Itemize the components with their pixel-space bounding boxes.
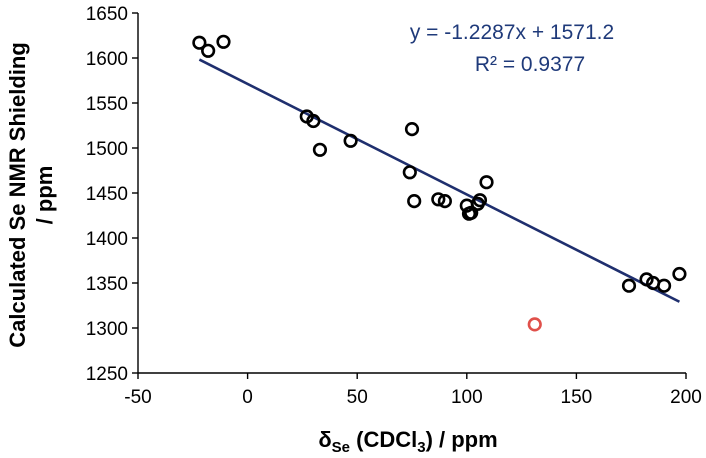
data-point: [479, 175, 494, 190]
y-tick-label: 1400: [86, 229, 128, 250]
x-axis-title: δSe (CDCl3) / ppm: [318, 427, 497, 456]
trendline: [198, 58, 681, 303]
x-axis-title-middle: (CDCl: [350, 427, 417, 452]
x-tick-label: 200: [670, 387, 702, 408]
y-tick-label: 1350: [86, 274, 128, 295]
y-tick-label: 1500: [86, 139, 128, 160]
x-tick-label: 50: [347, 387, 368, 408]
y-tick-label: 1450: [86, 184, 128, 205]
r-squared-label: R² = 0.9377: [475, 53, 585, 76]
x-axis-title-end: ) / ppm: [426, 427, 498, 452]
y-tick-label: 1250: [86, 364, 128, 385]
y-tick-label: 1600: [86, 49, 128, 70]
data-point: [192, 35, 207, 50]
x-tick-label: 150: [561, 387, 593, 408]
x-tick-label: 0: [242, 387, 253, 408]
data-point: [437, 194, 452, 209]
equation-label: y = -1.2287x + 1571.2: [410, 21, 614, 44]
data-point: [672, 266, 687, 282]
x-axis-title-sub2: 3: [417, 439, 425, 456]
data-point: [306, 113, 321, 129]
y-tick-label: 1300: [86, 319, 128, 340]
data-point: [404, 122, 420, 137]
x-tick-label: -50: [124, 387, 151, 408]
data-point: [216, 34, 231, 49]
data-point: [464, 205, 479, 220]
points-layer: [192, 34, 687, 332]
axes: [137, 13, 686, 374]
outlier-point: [527, 317, 542, 332]
y-axis-title-line2: / ppm: [32, 166, 57, 225]
data-point: [343, 133, 358, 148]
data-point: [472, 193, 488, 208]
x-axis-title-sub: Se: [332, 439, 350, 456]
data-point: [431, 192, 446, 207]
data-point: [312, 142, 328, 157]
trendline-layer: [198, 58, 681, 303]
data-point: [201, 43, 216, 58]
x-axis-title-main: δ: [318, 427, 331, 452]
y-tick-label: 1650: [86, 4, 128, 25]
data-point: [402, 165, 417, 180]
data-point: [656, 278, 672, 293]
x-tick-label: 100: [451, 387, 483, 408]
data-point: [407, 194, 422, 209]
y-tick-label: 1550: [86, 94, 128, 115]
y-axis-title-line1: Calculated Se NMR Shielding: [5, 42, 30, 348]
ticks: 1250 1300 1350 1400 1450 1500 1550 1600 1650 -50 0…: [86, 4, 702, 408]
data-point: [621, 278, 637, 293]
